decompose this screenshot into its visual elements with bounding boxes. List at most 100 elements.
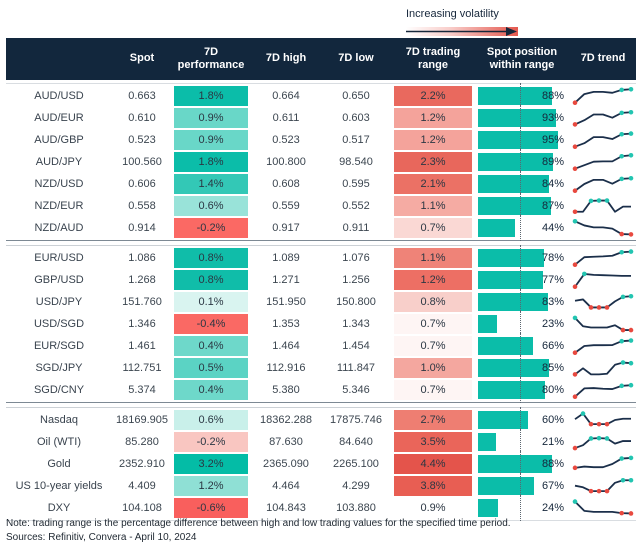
trend-sparkline [570,453,636,475]
position-percent-label: 44% [541,222,564,234]
performance-cell: 0.6% [174,410,248,430]
header-spot: Spot [129,52,155,65]
low-value: 0.911 [342,222,370,234]
spot-value: 5.374 [128,384,156,396]
position-bar [478,175,549,193]
position-bar [478,249,544,267]
trading-range-cell: 1.0% [394,358,472,378]
midpoint-dotted-line [520,333,521,359]
table-row: USD/SGD 1.346 -0.4% 1.353 1.343 0.7% 23% [6,311,636,337]
high-value: 0.664 [272,90,300,102]
low-value: 1.343 [342,318,370,330]
low-value: 17875.746 [330,414,382,426]
spot-position-cell: 44% [476,215,568,241]
high-value: 1.353 [272,318,300,330]
low-value: 0.552 [342,200,370,212]
spot-value: 112.751 [122,362,162,374]
instrument-label: AUD/USD [34,90,84,102]
spot-value: 0.914 [128,222,156,234]
table-row: GBP/USD 1.268 0.8% 1.271 1.256 1.2% 77% [6,267,636,293]
spot-position-cell: 78% [476,245,568,271]
table-row: EUR/USD 1.086 0.8% 1.089 1.076 1.1% 78% [6,245,636,271]
instrument-label: EUR/USD [34,252,84,264]
trend-sparkline [570,107,636,129]
table-row: US 10-year yields 4.409 1.2% 4.464 4.299… [6,473,636,499]
position-bar [478,359,549,377]
volatility-legend-label: Increasing volatility [406,8,499,20]
trading-range-cell: 0.8% [394,292,472,312]
spot-position-cell: 88% [476,83,568,109]
spot-position-cell: 23% [476,311,568,337]
midpoint-dotted-line [520,473,521,499]
instrument-label: US 10-year yields [15,480,103,492]
midpoint-dotted-line [520,171,521,197]
position-bar [478,131,558,149]
performance-cell: -0.2% [174,432,248,452]
performance-cell: 0.8% [174,248,248,268]
performance-cell: -0.4% [174,314,248,334]
table-body: AUD/USD 0.663 1.8% 0.664 0.650 2.2% 88% … [6,83,636,521]
spot-position-cell: 95% [476,127,568,153]
high-value: 112.916 [266,362,306,374]
midpoint-dotted-line [520,289,521,315]
footnote: Note: trading range is the percentage di… [6,518,511,529]
header-trend: 7D trend [580,52,626,65]
high-value: 0.608 [272,178,300,190]
performance-cell: 0.4% [174,380,248,400]
trend-sparkline [570,151,636,173]
position-percent-label: 60% [541,414,564,426]
header-performance: 7D performance [177,45,245,71]
group-divider [6,402,636,408]
position-percent-label: 87% [541,200,564,212]
position-percent-label: 77% [541,274,564,286]
low-value: 0.603 [342,112,370,124]
low-value: 103.880 [336,502,376,514]
low-value: 1.076 [342,252,370,264]
instrument-label: NZD/USD [34,178,84,190]
midpoint-dotted-line [520,355,521,381]
low-value: 5.346 [342,384,370,396]
table-row: AUD/JPY 100.560 1.8% 100.800 98.540 2.3%… [6,149,636,175]
midpoint-dotted-line [520,83,521,109]
low-value: 84.640 [339,436,373,448]
spot-position-cell: 83% [476,289,568,315]
trend-sparkline [570,475,636,497]
performance-cell: -0.6% [174,498,248,518]
trading-range-cell: 2.3% [394,152,472,172]
low-value: 1.256 [342,274,370,286]
performance-cell: 0.6% [174,196,248,216]
trend-sparkline [570,409,636,431]
spot-value: 2352.910 [119,458,165,470]
table-row: SGD/CNY 5.374 0.4% 5.380 5.346 0.7% 80% [6,377,636,403]
header-low: 7D low [338,52,374,65]
spot-value: 1.268 [128,274,156,286]
spot-position-cell: 21% [476,429,568,455]
position-percent-label: 67% [541,480,564,492]
trading-range-cell: 1.2% [394,130,472,150]
position-bar [478,381,545,399]
trading-range-cell: 2.7% [394,410,472,430]
midpoint-dotted-line [520,451,521,477]
position-percent-label: 83% [541,296,564,308]
position-bar [478,87,552,105]
trend-sparkline [570,217,636,239]
header-spot-position: Spot position within range [486,45,558,71]
spot-position-cell: 60% [476,407,568,433]
performance-cell: 0.4% [174,336,248,356]
trading-range-cell: 1.1% [394,196,472,216]
high-value: 100.800 [266,156,306,168]
low-value: 0.595 [342,178,370,190]
high-value: 0.917 [272,222,300,234]
spot-position-cell: 77% [476,267,568,293]
position-percent-label: 89% [541,156,564,168]
trend-sparkline [570,313,636,335]
spot-value: 0.606 [128,178,156,190]
high-value: 2365.090 [263,458,309,470]
high-value: 1.271 [272,274,300,286]
table-row: SGD/JPY 112.751 0.5% 112.916 111.847 1.0… [6,355,636,381]
performance-cell: 1.4% [174,174,248,194]
trend-sparkline [570,247,636,269]
spot-position-cell: 24% [476,495,568,521]
position-percent-label: 85% [541,362,564,374]
